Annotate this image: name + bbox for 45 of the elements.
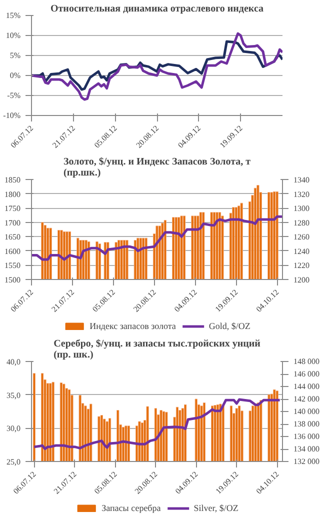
y2-tick-label: 146 000	[294, 370, 320, 378]
chart-title: Серебро, $/унц. и запасы тыс.тройских унций (пр. шк.)	[54, 338, 261, 360]
y-tick-label: 10%	[6, 31, 21, 40]
y2-tick-label: 1300	[294, 204, 310, 214]
y2-tick-label: 1240	[294, 246, 310, 256]
legend-label: Silver, $/OZ	[194, 503, 238, 513]
y-tick-label: 1500	[4, 276, 20, 284]
legend-label: Индекс запасов золота	[90, 321, 176, 331]
y2-tick-label: 138 000	[294, 420, 320, 428]
y-tick-label: 15%	[6, 11, 21, 20]
y2-tick-label: 1200	[294, 276, 310, 284]
y2-tick-label: 1320	[294, 190, 310, 199]
y-tick-label: 0%	[10, 71, 21, 80]
y-tick-label: 40,0	[6, 358, 20, 366]
y-tick-label: 30,0	[6, 424, 20, 434]
y-tick-label: -5%	[7, 91, 21, 100]
y-tick-label: 1700	[4, 218, 20, 228]
y-tick-label: 1850	[4, 176, 20, 184]
y2-tick-label: 1340	[294, 176, 310, 184]
y2-tick-label: 148 000	[294, 357, 320, 366]
y-tick-label: -10%	[3, 111, 21, 120]
y-tick-label: 35,0	[6, 390, 20, 400]
y2-tick-label: 142 000	[294, 394, 320, 404]
y-tick-label: 5%	[10, 51, 21, 60]
line-series	[32, 398, 282, 450]
y-tick-label: 1800	[4, 190, 20, 199]
y2-tick-label: 136 000	[294, 432, 320, 441]
chart-title: Золото, $/унц. и Индекс Запасов Золота, т (пр.шк.)	[63, 156, 251, 178]
line-series	[32, 32, 282, 101]
y2-tick-label: 1280	[294, 218, 310, 228]
line-series	[32, 215, 282, 261]
y2-tick-label: 144 000	[294, 382, 320, 391]
y2-tick-label: 140 000	[294, 407, 320, 416]
y-tick-label: 1650	[4, 232, 20, 242]
legend-label: Запасы серебра	[102, 503, 161, 513]
y2-tick-label: 1220	[294, 261, 310, 270]
y-tick-label: 1750	[4, 204, 20, 214]
y-tick-label: 25,0	[6, 458, 20, 466]
y2-tick-label: 134 000	[294, 444, 320, 454]
chart-title: Относительная динамика отраслевого индекса	[50, 4, 264, 14]
y-tick-label: 1550	[4, 261, 20, 270]
y-tick-label: 1600	[4, 246, 20, 256]
y2-tick-label: 1260	[294, 232, 310, 242]
y2-tick-label: 132 000	[294, 457, 320, 466]
legend-label: Gold, $/OZ	[208, 321, 250, 331]
